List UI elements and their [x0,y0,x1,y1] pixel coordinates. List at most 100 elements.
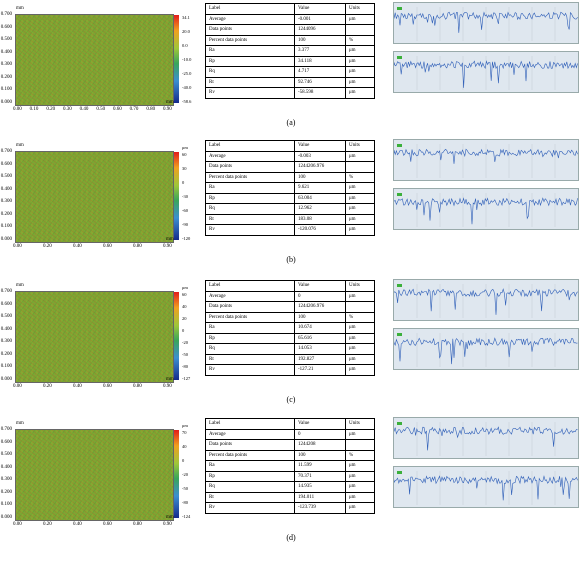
map-y-tick: 0.500 [0,174,12,180]
profile-trace [394,144,578,178]
colorbar-tick: -80 [182,500,188,505]
panel-caption: (a) [286,118,296,127]
colorbar-gradient [174,152,179,240]
table-cell: 100 [294,34,346,46]
table-cell: μm [345,353,375,365]
colorbar-tick: -20 [182,472,188,477]
table-cell: Rq [205,66,295,78]
colorbar-tick: -58.6 [182,99,192,104]
table-row: Rt 92.746 μm [205,76,375,88]
map-y-tick: 0.600 [0,24,12,30]
figure-panel: mm 0.700 0.600 0.500 0.400 0.300 0.200 0.100 0.0… [0,0,582,135]
map-y-tick: 0.400 [0,464,12,470]
map-unit-top: mm [16,283,24,288]
figure-panel: mm 0.700 0.600 0.500 0.400 0.300 0.200 0.100 0.0… [0,137,582,272]
colorbar-tick: -60 [182,208,188,213]
colorbar: μm 60 30 0 -30 -60 -90 -120 [174,145,200,242]
table-cell: Data points [205,161,295,173]
profile-trace [394,193,578,227]
table-row: Rq 4.717 μm [205,66,375,78]
table-cell: Rp [205,332,295,344]
profile-marker [397,144,402,147]
table-cell: μm [345,491,375,503]
table-cell: % [345,311,375,323]
map-y-tick: 0.400 [0,49,12,55]
table-cell: Rq [205,343,295,355]
table-header-cell: Label [205,3,295,15]
table-cell: 0 [294,428,346,440]
profile-plot [393,188,579,230]
table-cell: 192.827 [294,353,346,365]
map-y-tick: 0.600 [0,439,12,445]
profile-marker [397,284,402,287]
table-row: Data points 1244206.976 [205,161,375,173]
map-y-tick: 0.000 [0,515,12,520]
table-header-cell: Value [294,418,346,430]
table-cell: 1244206.976 [294,301,346,313]
table-header-cell: Units [345,280,375,292]
table-row: Data points 1244208 [205,439,375,451]
table-cell: μm [345,460,375,472]
map-x-tick: 0.90 [163,107,172,112]
table-cell [345,161,375,173]
table-row: Rv -58.598 μm [205,87,375,99]
table-row: Ra 9.621 μm [205,182,375,194]
map-x-tick: 0.70 [129,107,139,112]
table-cell: 70.371 [294,470,346,482]
map-x-tick: 0.60 [103,244,112,249]
table-row: Percent data points 100% [205,449,375,461]
table-cell: μm [345,332,375,344]
table-cell: Rv [205,502,295,514]
map-y-tick: 0.200 [0,74,12,80]
map-y-tick: 0.600 [0,301,12,307]
profile-line [394,197,578,225]
map-x-tick: 0.20 [46,107,56,112]
table-cell: Ra [205,460,295,472]
figure-panel: mm 0.700 0.600 0.500 0.400 0.300 0.200 0.100 0.0… [0,415,582,550]
map-unit-right: mm [166,237,174,242]
table-cell: Rv [205,87,295,99]
table-cell: 3.377 [294,45,346,57]
figure-panel: mm 0.700 0.600 0.500 0.400 0.300 0.200 0.100 0.0… [0,277,582,412]
table-cell: Percent data points [205,311,295,323]
table-row: Average -0.001 μm [205,13,375,25]
table-row: Ra 3.377 μm [205,45,375,57]
table-cell: 0 [294,290,346,302]
table-cell: 100 [294,311,346,323]
profile-trace [394,333,578,367]
map-y-tick: 0.300 [0,339,12,345]
table-cell: Rv [205,364,295,376]
map-x-tick: 0.00 [13,107,22,112]
table-cell: μm [345,502,375,514]
table-cell: Ra [205,45,295,57]
map-x-tick: 0.80 [146,107,156,112]
colorbar-tick: 0 [182,180,185,185]
table-cell: -127.21 [294,364,346,376]
table-cell: 183.08 [294,213,346,225]
map-y-tick: 0.700 [0,427,12,432]
profile-trace [394,7,578,41]
table-cell: μm [345,213,375,225]
map-y-tick: 0.600 [0,161,12,167]
profile-trace [394,471,578,505]
profile-line [394,337,578,365]
table-cell: Rp [205,470,295,482]
map-x-tick: 0.00 [13,244,22,249]
table-row: Data points 1244206.976 [205,301,375,313]
profile-plot [393,139,579,181]
height-map [15,291,174,383]
map-y-tick: 0.400 [0,326,12,332]
profile-plot [393,417,579,459]
table-row: Average -0.003 μm [205,150,375,162]
colorbar-tick: 20 [182,316,187,321]
table-cell: Data points [205,301,295,313]
table-cell: Rp [205,192,295,204]
colorbar-tick: -25.0 [182,71,192,76]
map-x-tick: 0.80 [133,384,142,389]
map-x-tick: 0.90 [163,244,172,249]
table-cell: Rq [205,481,295,493]
table-header-row: Label Value Units [205,3,375,15]
table-cell [345,439,375,451]
table-cell: μm [345,150,375,162]
table-cell: Data points [205,24,295,36]
